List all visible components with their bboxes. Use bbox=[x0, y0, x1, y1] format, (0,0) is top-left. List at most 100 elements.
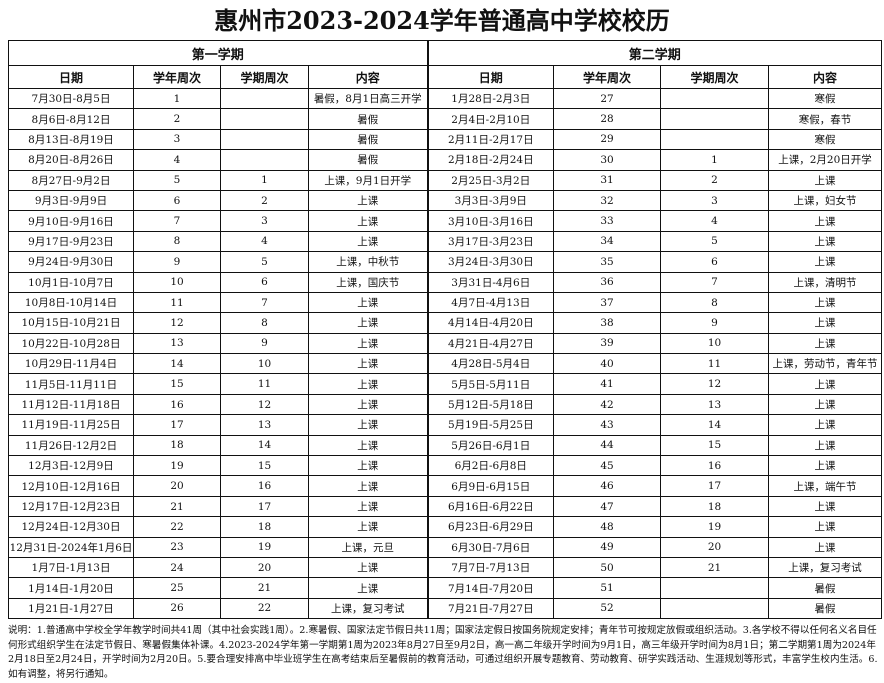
term-week-cell: 17 bbox=[660, 475, 770, 497]
school-calendar-table: 第一学期 第二学期 日期 学年周次 学期周次 内容 日期 学年周次 学期周次 内… bbox=[7, 40, 883, 620]
content-cell: 上课 bbox=[307, 516, 429, 538]
table-row: 10月8日-10月14日 11 7 上课 4月7日-4月13日 37 8 上课 bbox=[8, 291, 883, 314]
content-cell: 上课 bbox=[307, 291, 429, 314]
term-week-cell bbox=[660, 128, 770, 151]
table-row: 12月3日-12月9日 19 15 上课 6月2日-6月8日 45 16 上课 bbox=[8, 455, 883, 477]
year-week-cell: 50 bbox=[553, 556, 662, 579]
term-week-cell: 4 bbox=[220, 230, 309, 253]
date-cell: 3月31日-4月6日 bbox=[426, 271, 555, 293]
content-cell: 上课，清明节 bbox=[768, 271, 883, 293]
date-cell: 1月28日-2月3日 bbox=[426, 87, 555, 110]
date-cell: 1月7日-1月13日 bbox=[8, 556, 134, 579]
content-cell: 寒假 bbox=[768, 128, 883, 151]
term-week-cell: 20 bbox=[220, 556, 309, 579]
content-cell: 上课，端午节 bbox=[768, 475, 883, 497]
content-cell: 上课 bbox=[768, 312, 883, 334]
column-header-content: 内容 bbox=[768, 65, 883, 89]
date-cell: 9月17日-9月23日 bbox=[8, 230, 134, 253]
term-week-cell: 15 bbox=[220, 455, 309, 477]
year-week-cell: 28 bbox=[553, 108, 662, 130]
date-cell: 11月12日-11月18日 bbox=[8, 393, 134, 416]
term-week-cell: 10 bbox=[660, 332, 770, 355]
date-cell: 9月10日-9月16日 bbox=[8, 210, 134, 232]
date-cell: 8月13日-8月19日 bbox=[8, 128, 134, 151]
date-cell: 5月5日-5月11日 bbox=[426, 373, 555, 395]
table-row: 12月31日-2024年1月6日 23 19 上课，元旦 6月30日-7月6日 49 20 上… bbox=[8, 536, 883, 558]
table-row: 12月24日-12月30日 22 18 上课 6月23日-6月29日 48 19 上课 bbox=[8, 516, 883, 538]
date-cell: 12月3日-12月9日 bbox=[8, 455, 134, 477]
date-cell: 5月12日-5月18日 bbox=[426, 393, 555, 416]
date-cell: 10月1日-10月7日 bbox=[8, 271, 134, 293]
date-cell: 4月28日-5月4日 bbox=[426, 353, 555, 375]
year-week-cell: 42 bbox=[553, 393, 662, 416]
column-header-year-week: 学年周次 bbox=[553, 65, 662, 89]
content-cell: 上课 bbox=[768, 169, 883, 191]
year-week-cell: 5 bbox=[133, 169, 221, 191]
year-week-cell: 44 bbox=[553, 434, 662, 457]
date-cell: 4月7日-4月13日 bbox=[426, 291, 555, 314]
term-week-cell bbox=[660, 577, 770, 599]
year-week-cell: 46 bbox=[553, 475, 662, 497]
term-week-cell: 12 bbox=[220, 393, 309, 416]
term-week-cell bbox=[220, 128, 309, 151]
date-cell: 7月14日-7月20日 bbox=[426, 577, 555, 599]
content-cell: 上课 bbox=[307, 373, 429, 395]
year-week-cell: 17 bbox=[133, 414, 221, 436]
content-cell: 上课 bbox=[307, 332, 429, 355]
date-cell: 11月5日-11月11日 bbox=[8, 373, 134, 395]
term-week-cell: 21 bbox=[660, 556, 770, 579]
content-cell: 暑假 bbox=[768, 577, 883, 599]
column-header-term-week: 学期周次 bbox=[220, 65, 309, 89]
term-week-cell: 13 bbox=[220, 414, 309, 436]
year-week-cell: 24 bbox=[133, 556, 221, 579]
table-row: 11月12日-11月18日 16 12 上课 5月12日-5月18日 42 13 上课 bbox=[8, 393, 883, 416]
year-week-cell: 6 bbox=[133, 189, 221, 212]
content-cell: 寒假 bbox=[768, 87, 883, 110]
content-cell: 暑假，8月1日高三开学 bbox=[307, 87, 429, 110]
content-cell: 上课 bbox=[307, 414, 429, 436]
year-week-cell: 40 bbox=[553, 353, 662, 375]
calendar-rows: 7月30日-8月5日 1 暑假，8月1日高三开学 1月28日-2月3日 27 寒假 8月6日… bbox=[8, 87, 883, 620]
content-cell: 上课，妇女节 bbox=[768, 189, 883, 212]
table-row: 11月26日-12月2日 18 14 上课 5月26日-6月1日 44 15 上课 bbox=[8, 434, 883, 457]
date-cell: 12月24日-12月30日 bbox=[8, 516, 134, 538]
table-row: 8月20日-8月26日 4 暑假 2月18日-2月24日 30 1 上课，2月20日开学 bbox=[8, 149, 883, 171]
term-week-cell: 13 bbox=[660, 393, 770, 416]
year-week-cell: 32 bbox=[553, 189, 662, 212]
year-week-cell: 52 bbox=[553, 597, 662, 620]
date-cell: 6月30日-7月6日 bbox=[426, 536, 555, 558]
column-header-year-week: 学年周次 bbox=[133, 65, 221, 89]
term-week-cell: 2 bbox=[660, 169, 770, 191]
year-week-cell: 11 bbox=[133, 291, 221, 314]
content-cell: 暑假 bbox=[307, 128, 429, 151]
content-cell: 上课，元旦 bbox=[307, 536, 429, 558]
date-cell: 4月21日-4月27日 bbox=[426, 332, 555, 355]
term-week-cell: 6 bbox=[660, 251, 770, 273]
table-row: 8月13日-8月19日 3 暑假 2月11日-2月17日 29 寒假 bbox=[8, 128, 883, 151]
date-cell: 10月8日-10月14日 bbox=[8, 291, 134, 314]
table-row: 11月19日-11月25日 17 13 上课 5月19日-5月25日 43 14 上课 bbox=[8, 414, 883, 436]
term-week-cell: 16 bbox=[660, 455, 770, 477]
year-week-cell: 37 bbox=[553, 291, 662, 314]
term-week-cell bbox=[220, 108, 309, 130]
term-week-cell: 20 bbox=[660, 536, 770, 558]
year-week-cell: 10 bbox=[133, 271, 221, 293]
term-week-cell: 14 bbox=[660, 414, 770, 436]
table-row: 10月22日-10月28日 13 9 上课 4月21日-4月27日 39 10 上课 bbox=[8, 332, 883, 355]
column-header-content: 内容 bbox=[307, 65, 429, 89]
content-cell: 上课 bbox=[307, 210, 429, 232]
content-cell: 上课 bbox=[307, 577, 429, 599]
year-week-cell: 30 bbox=[553, 149, 662, 171]
content-cell: 上课 bbox=[307, 556, 429, 579]
date-cell: 2月18日-2月24日 bbox=[426, 149, 555, 171]
year-week-cell: 23 bbox=[133, 536, 221, 558]
table-row: 1月14日-1月20日 25 21 上课 7月14日-7月20日 51 暑假 bbox=[8, 577, 883, 599]
date-cell: 8月20日-8月26日 bbox=[8, 149, 134, 171]
content-cell: 上课 bbox=[768, 393, 883, 416]
term-week-cell: 8 bbox=[220, 312, 309, 334]
year-week-cell: 15 bbox=[133, 373, 221, 395]
date-cell: 7月7日-7月13日 bbox=[426, 556, 555, 579]
column-header-term-week: 学期周次 bbox=[660, 65, 770, 89]
year-week-cell: 8 bbox=[133, 230, 221, 253]
content-cell: 上课，9月1日开学 bbox=[307, 169, 429, 191]
